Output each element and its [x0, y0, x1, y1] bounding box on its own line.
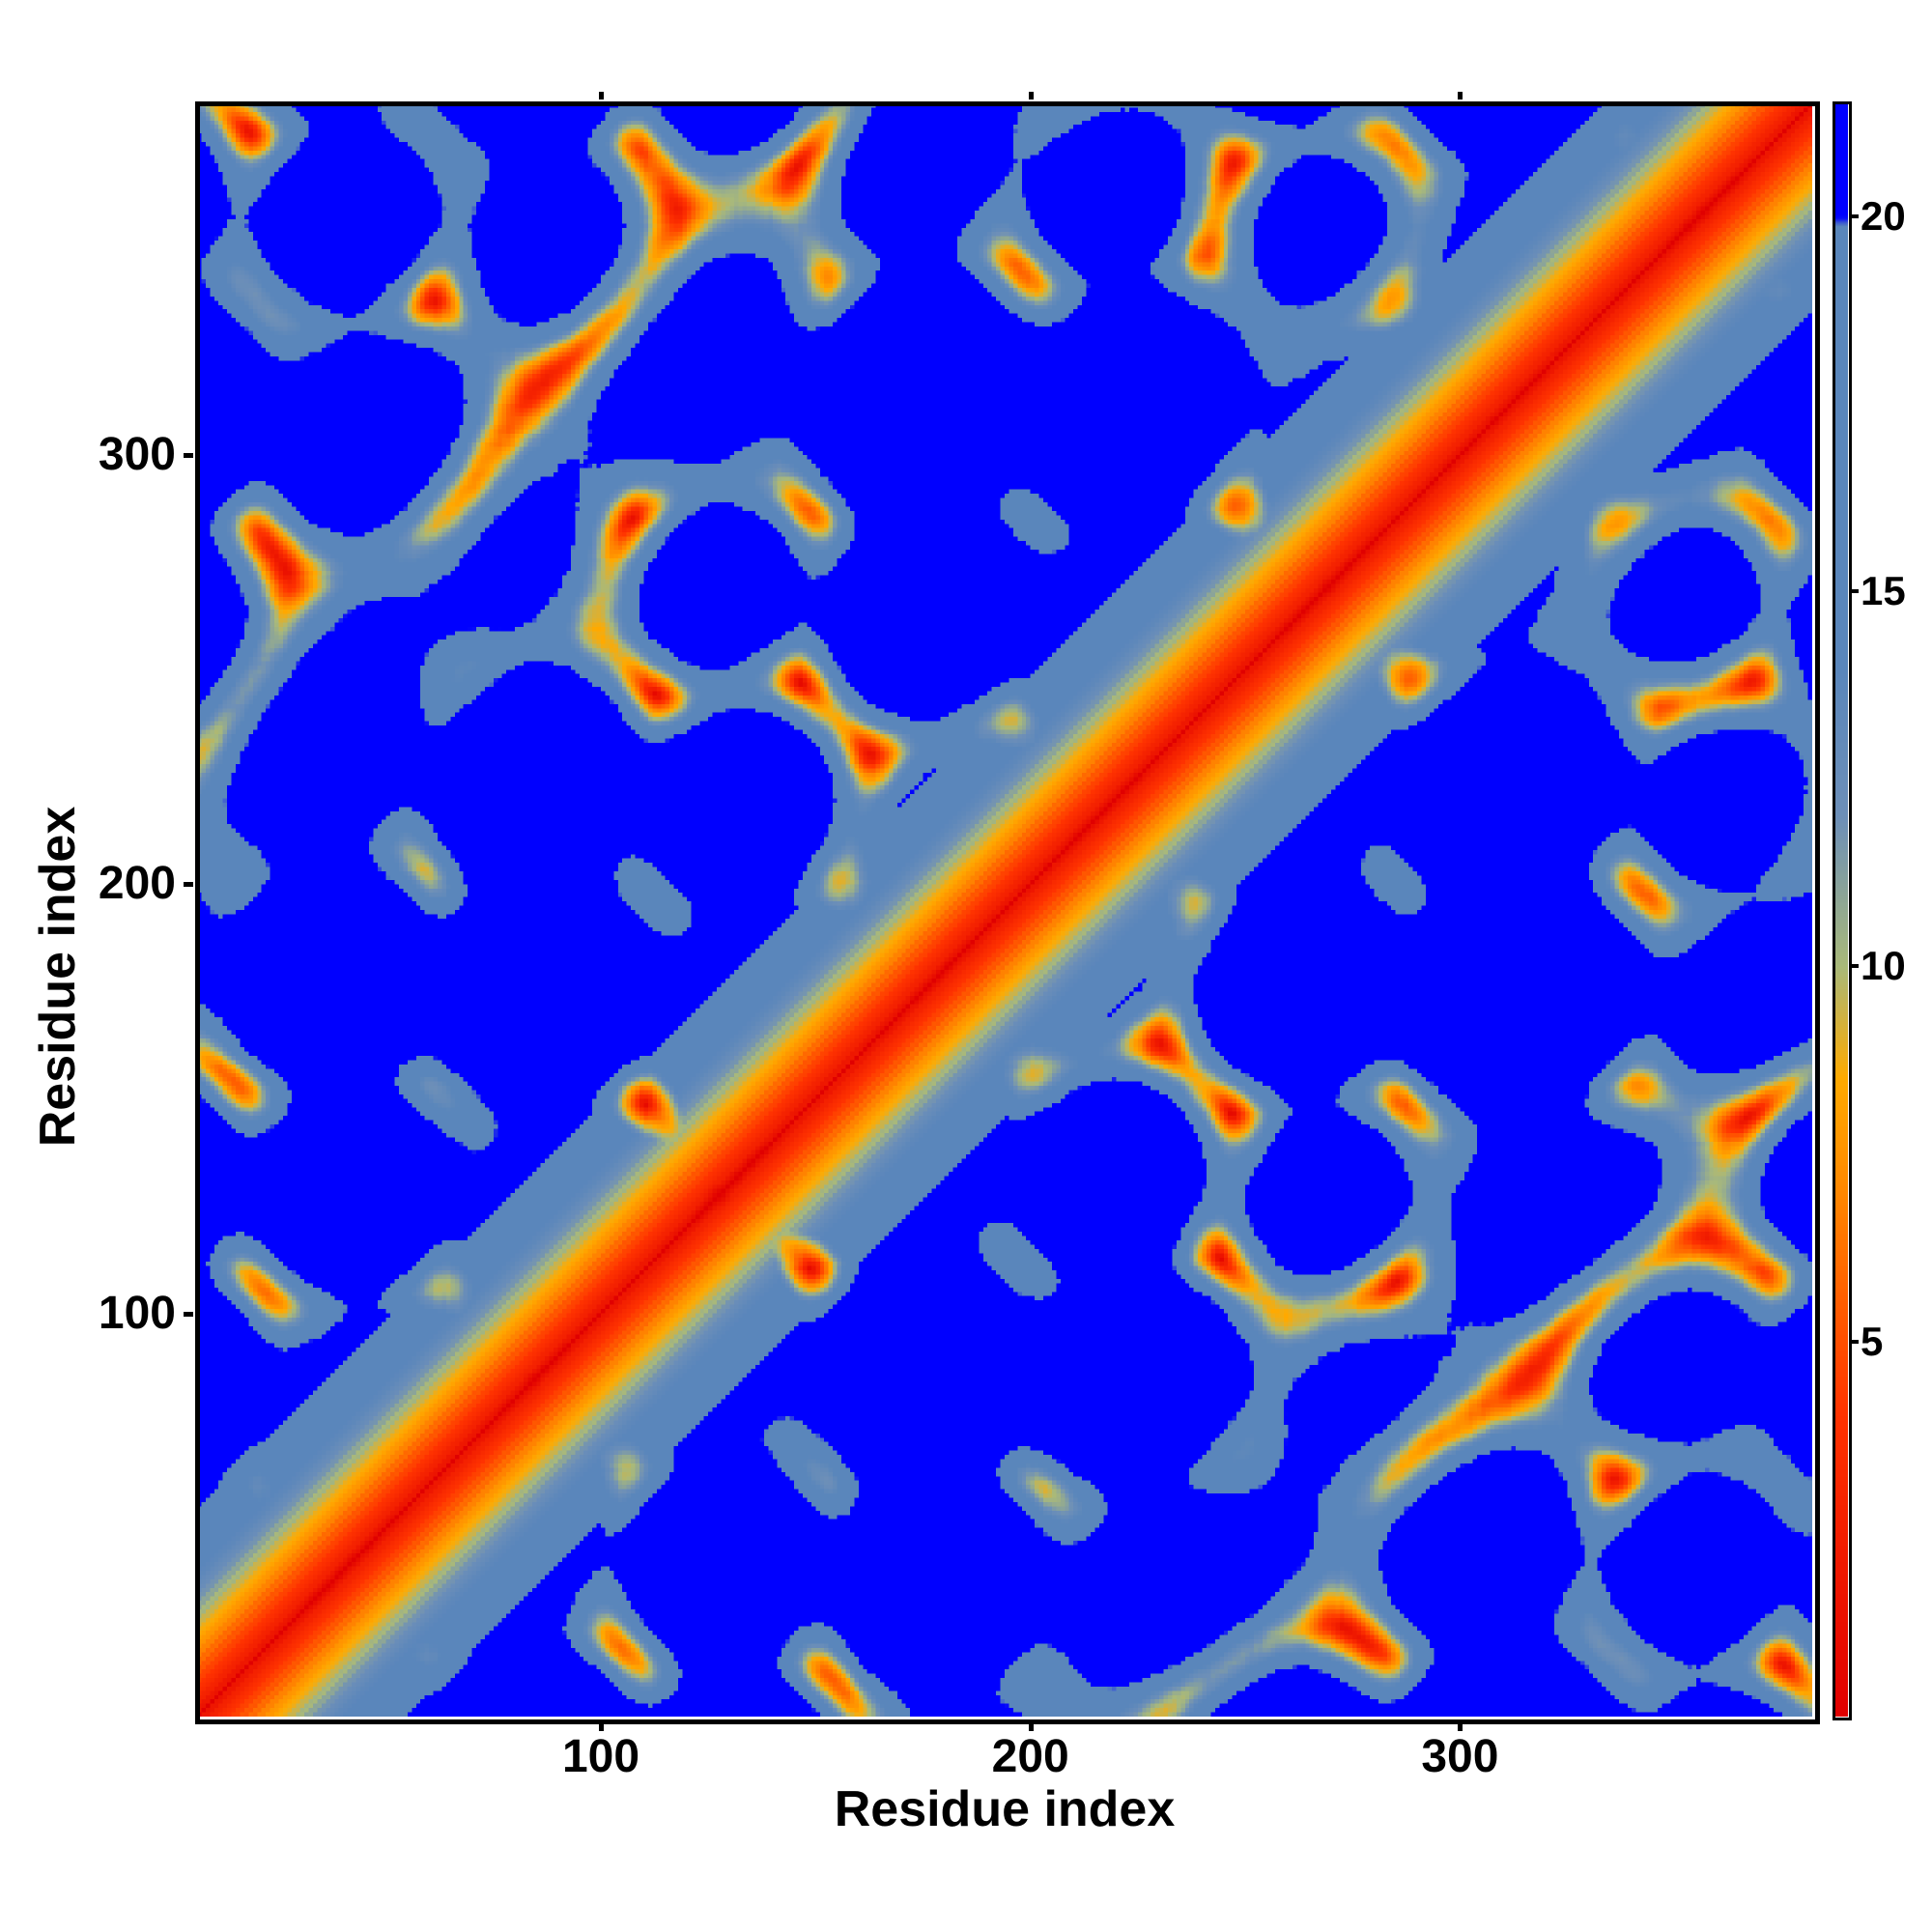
y-tick-label: 100 — [98, 1287, 176, 1339]
y-tick-mark — [184, 453, 193, 459]
heatmap-cells — [197, 103, 1812, 1717]
colorbar-tick-label: 15 — [1861, 567, 1906, 613]
heatmap-plot-area — [197, 103, 1812, 1717]
x-tick-mark — [1458, 1721, 1463, 1731]
x-tick-label: 300 — [1421, 1731, 1499, 1782]
colorbar-tick-mark — [1851, 1339, 1859, 1344]
colorbar-frame — [1833, 101, 1852, 1720]
x-axis-title: Residue index — [834, 1781, 1176, 1837]
colorbar-tick-label: 5 — [1861, 1318, 1884, 1364]
x-tick-label: 100 — [561, 1731, 640, 1782]
y-tick-mark — [184, 1311, 193, 1317]
y-tick-label: 300 — [98, 429, 176, 481]
colorbar-tick-mark — [1851, 964, 1859, 969]
colorbar-tick-label: 20 — [1861, 192, 1906, 239]
colorbar — [1834, 103, 1848, 1717]
x-tick-mark-top — [1458, 92, 1463, 99]
x-tick-label: 200 — [991, 1731, 1069, 1782]
x-tick-mark-top — [599, 92, 604, 99]
colorbar-tick-mark — [1851, 213, 1859, 218]
x-tick-mark-top — [1028, 92, 1034, 99]
y-axis-title: Residue index — [30, 806, 86, 1148]
x-tick-mark — [599, 1721, 604, 1731]
colorbar-tick-label: 10 — [1861, 943, 1906, 989]
colorbar-tick-mark — [1851, 588, 1859, 593]
y-tick-label: 200 — [98, 858, 176, 910]
y-tick-mark — [184, 882, 193, 888]
x-tick-mark — [1028, 1721, 1034, 1731]
